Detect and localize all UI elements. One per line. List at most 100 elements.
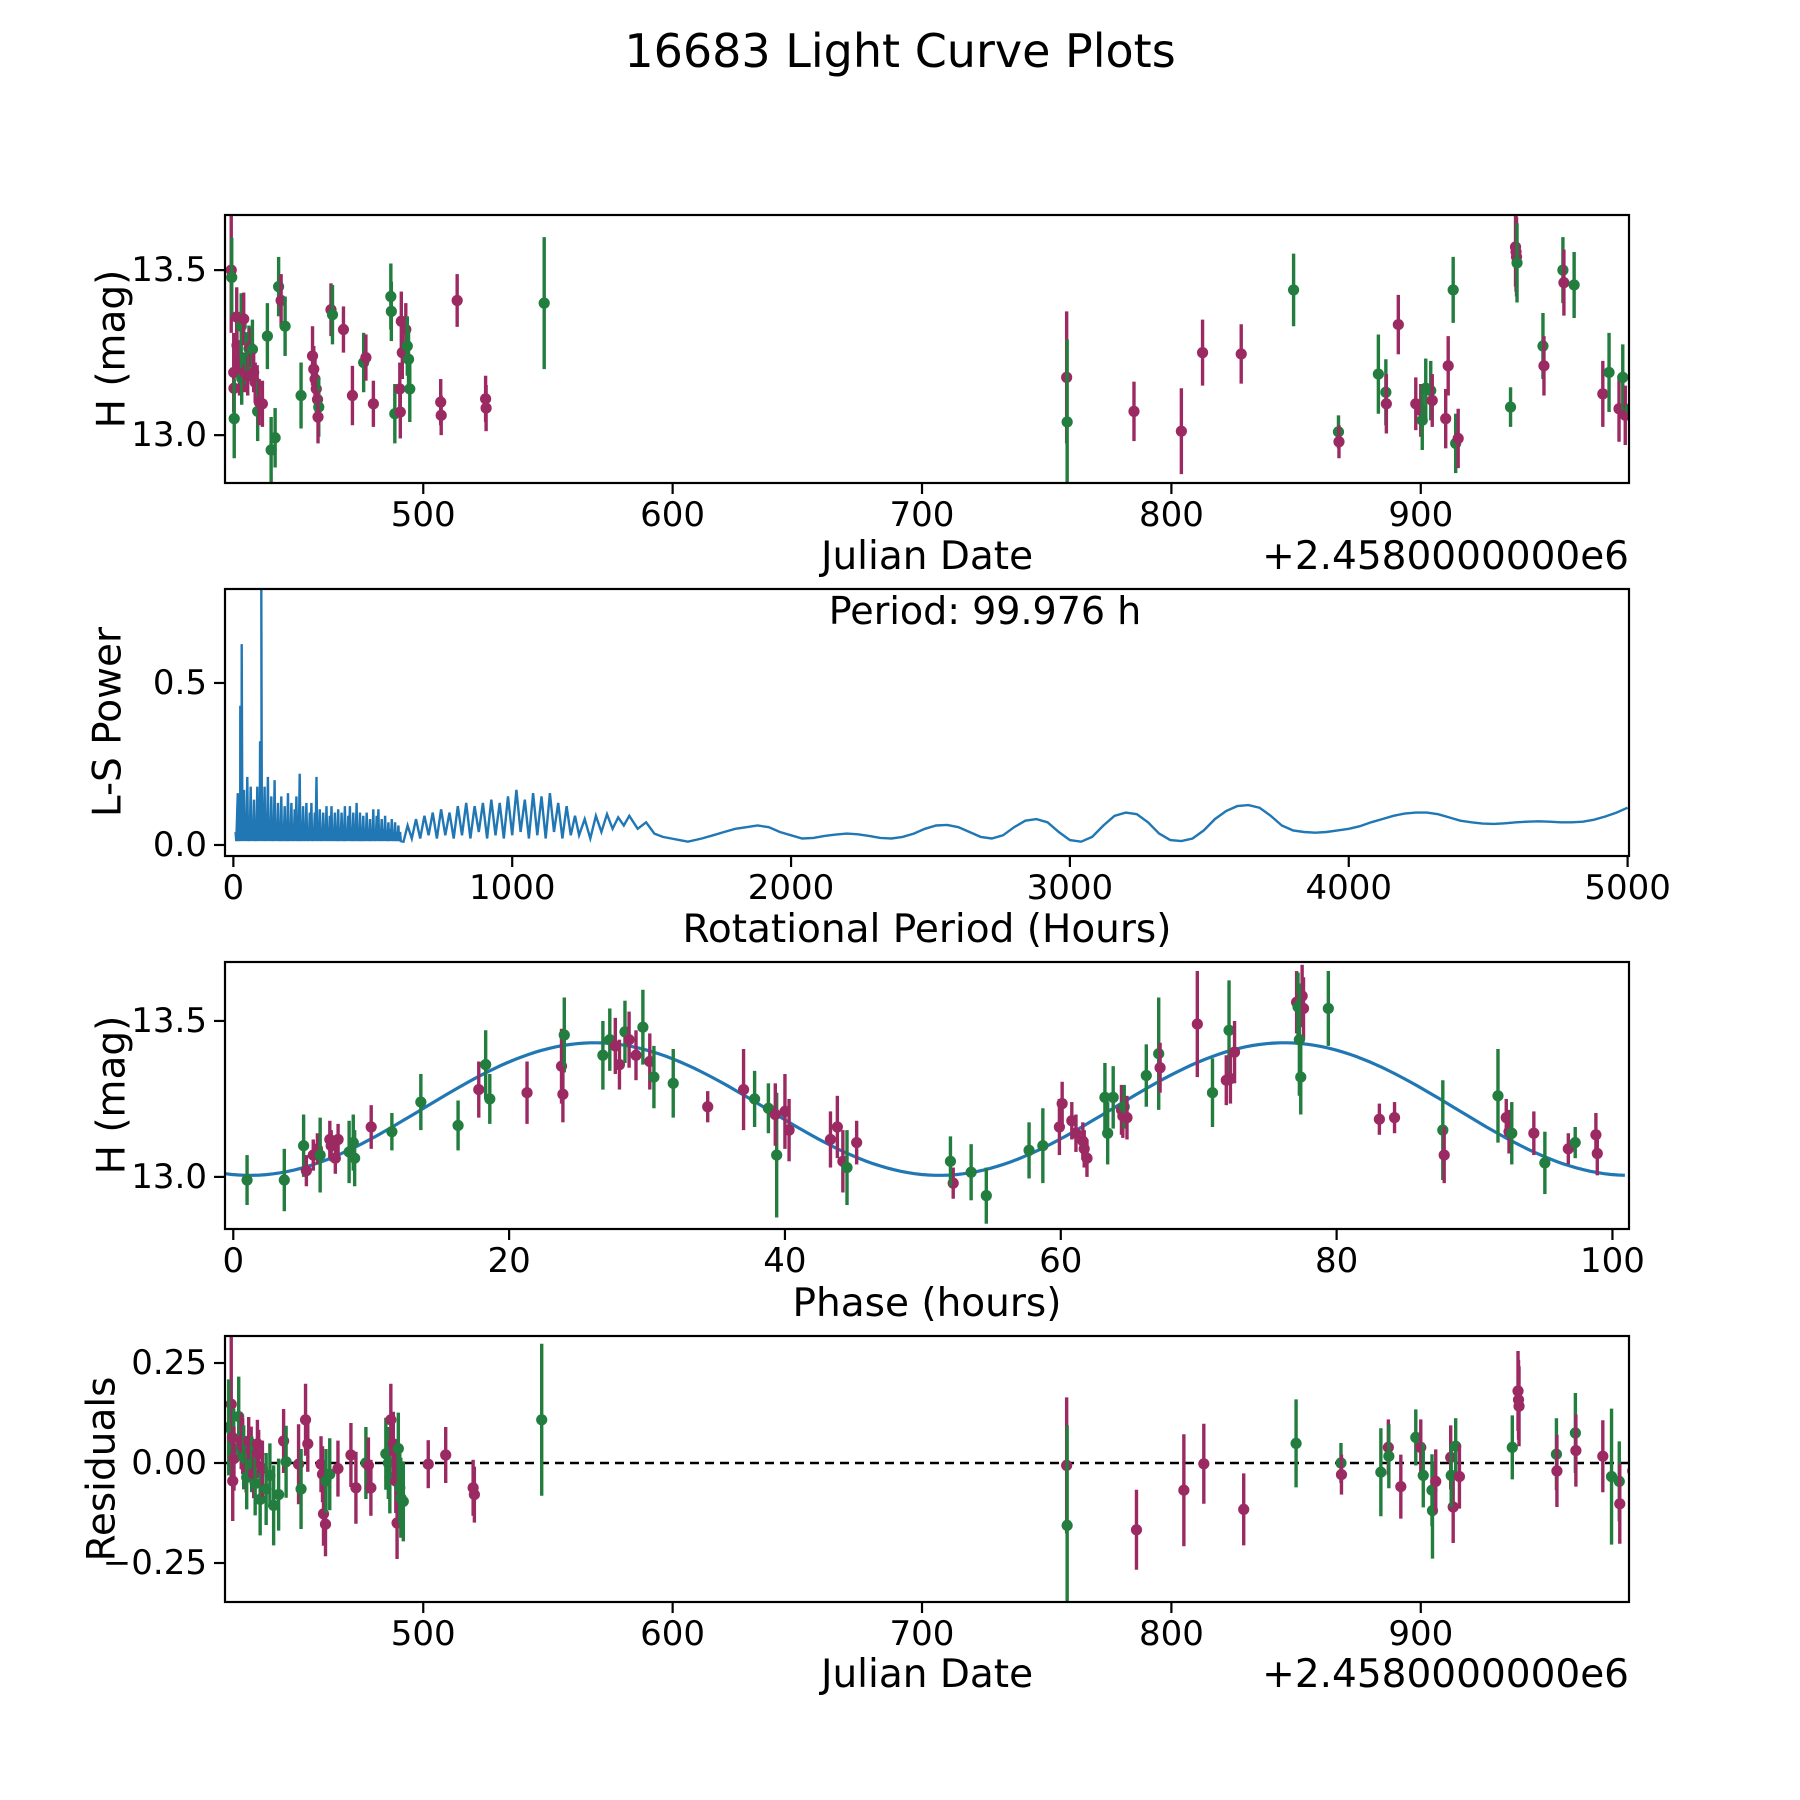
data-point	[831, 1121, 843, 1133]
data-point	[1591, 1147, 1603, 1160]
data-point	[1372, 368, 1384, 380]
data-point	[1568, 279, 1580, 291]
data-point	[302, 1438, 314, 1450]
data-point	[1447, 1501, 1459, 1513]
data-point	[1228, 1046, 1241, 1058]
data-point	[1061, 416, 1073, 428]
residuals-plot	[214, 1334, 1631, 1613]
phase_folded-data-area	[225, 964, 1625, 1224]
data-point	[1440, 413, 1452, 425]
x-tick-label: 500	[390, 1614, 456, 1654]
data-point	[349, 1152, 361, 1164]
data-point	[452, 1119, 464, 1132]
data-point	[841, 1161, 853, 1174]
data-point	[1128, 405, 1140, 417]
data-point	[350, 1482, 362, 1494]
x-tick-label: 20	[487, 1241, 531, 1281]
x-tick-label: 900	[1388, 495, 1454, 535]
data-point	[1023, 1144, 1035, 1156]
jd-lightcurve-offset-text: +2.4580000000e6	[1262, 534, 1629, 579]
data-point	[1061, 1519, 1073, 1531]
data-point	[1196, 347, 1209, 359]
jd-lightcurve-ylabel: H (mag)	[89, 269, 135, 429]
data-point	[783, 1124, 795, 1136]
data-point	[1453, 1471, 1466, 1483]
data-point	[295, 389, 307, 402]
data-point	[1538, 360, 1550, 372]
data-point	[1447, 284, 1459, 296]
y-tick-label: 0.5	[152, 662, 207, 703]
data-point	[1597, 388, 1609, 400]
periodogram-plot	[214, 587, 1631, 867]
x-tick-label: 0	[222, 868, 245, 908]
y-tick-label: 13.5	[131, 250, 207, 291]
data-point	[1206, 1087, 1219, 1099]
axes-frame	[223, 1334, 1631, 1604]
data-point	[385, 305, 397, 317]
x-tick-label: 800	[1138, 1614, 1204, 1654]
data-point	[226, 271, 238, 283]
data-point	[1513, 1400, 1525, 1412]
data-point	[415, 1096, 427, 1108]
data-point	[1287, 284, 1300, 296]
residuals-offset-text: +2.4580000000e6	[1262, 1652, 1629, 1697]
data-point	[332, 1463, 344, 1475]
jd-lightcurve-xlabel: Julian Date	[820, 534, 1034, 579]
data-point	[1492, 1090, 1504, 1102]
data-point	[623, 1034, 635, 1046]
data-point	[1380, 398, 1392, 410]
data-point	[1056, 1098, 1068, 1110]
period-annotation: Period: 99.976 h	[828, 589, 1142, 633]
data-point	[536, 1414, 548, 1426]
phase-xlabel: Phase (hours)	[792, 1281, 1062, 1326]
data-point	[1392, 318, 1404, 331]
data-point	[824, 1133, 837, 1146]
data-point	[337, 323, 350, 336]
data-point	[1430, 1475, 1442, 1487]
data-point	[279, 320, 291, 332]
data-point	[1426, 394, 1438, 407]
data-point	[246, 343, 259, 355]
x-tick-label: 4000	[1305, 868, 1393, 908]
data-point	[1295, 1071, 1307, 1083]
x-tick-label: 1000	[468, 868, 556, 908]
data-point	[851, 1136, 863, 1149]
data-point	[1539, 1157, 1551, 1169]
data-point	[1614, 1498, 1626, 1510]
data-point	[326, 309, 339, 321]
data-point	[702, 1101, 714, 1113]
data-point	[1037, 1140, 1049, 1152]
data-point	[648, 1071, 660, 1083]
data-point	[1198, 1458, 1210, 1470]
data-point	[346, 389, 359, 402]
data-point	[1121, 1112, 1133, 1124]
data-point	[1322, 1002, 1334, 1015]
data-point	[278, 1174, 290, 1186]
data-point	[749, 1093, 761, 1105]
data-point	[451, 294, 463, 307]
periodogram-data-area	[234, 589, 1629, 844]
data-point	[440, 1449, 452, 1461]
periodogram-xlabel: Rotational Period (Hours)	[682, 907, 1172, 952]
data-point	[965, 1166, 977, 1178]
periodogram-ylabel: L-S Power	[85, 626, 131, 818]
data-point	[314, 1149, 326, 1161]
data-point	[1178, 1484, 1190, 1496]
data-point	[1238, 1503, 1250, 1515]
data-point	[473, 1083, 485, 1096]
x-tick-label: 2000	[747, 868, 835, 908]
data-point	[1223, 1024, 1235, 1036]
data-point	[1438, 1149, 1450, 1161]
data-point	[521, 1087, 533, 1099]
data-point	[394, 406, 406, 418]
data-point	[1558, 277, 1570, 289]
data-point	[1506, 1441, 1518, 1453]
phase-ylabel: H (mag)	[89, 1015, 135, 1175]
data-point	[538, 297, 550, 309]
data-point	[324, 1468, 336, 1480]
data-point	[613, 1059, 626, 1071]
data-point	[1102, 1127, 1114, 1139]
y-tick-label: 0.0	[152, 824, 207, 865]
data-point	[422, 1458, 434, 1470]
